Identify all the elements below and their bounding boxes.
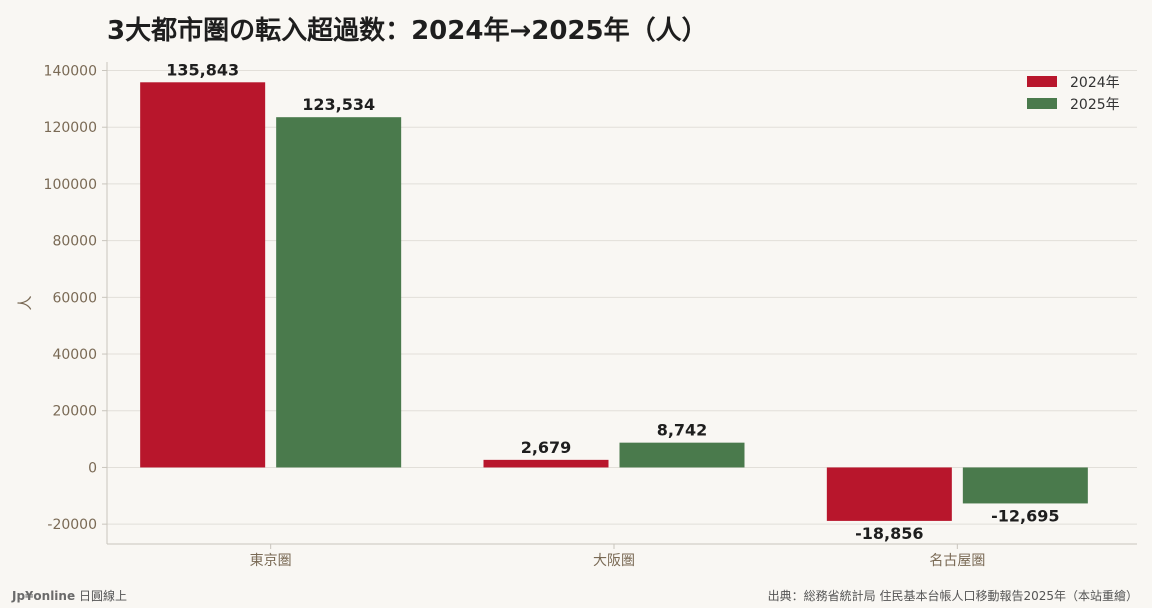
x-tick-label: 大阪圏 [593,553,635,569]
y-tick-label: -20000 [47,517,97,533]
bar-chart: -20000 0 20000 40000 60000 80000 100000 120000 1… [16,60,1137,569]
bar-2025-2 [962,467,1088,504]
y-axis-label: 人 [16,295,34,310]
brand-suffix: 日圓線上 [78,589,127,603]
data-label: 8,742 [657,421,708,440]
y-tick-label: 100000 [44,177,97,193]
bar-2025-0 [276,117,402,468]
x-tick-label: 東京圏 [250,553,292,569]
legend-label: 2025年 [1070,97,1120,113]
legend-label: 2024年 [1070,75,1120,91]
data-label: -12,695 [991,506,1059,525]
brand-name: Jp¥online [12,589,76,603]
bar-2024-0 [140,82,266,468]
y-tick-label: 0 [88,460,97,476]
data-label: -18,856 [855,524,923,543]
data-label: 135,843 [166,60,239,79]
source-note: 出典：総務省統計局 住民基本台帳人口移動報告2025年（本站重繪） [767,589,1138,603]
y-tick-label: 80000 [52,234,97,250]
y-tick-label: 120000 [44,120,97,136]
y-tick-label: 40000 [52,347,97,363]
chart-title: 3大都市圏の転入超過数：2024年→2025年（人） [107,16,708,46]
y-tick-label: 60000 [52,290,97,306]
data-label: 123,534 [302,95,375,114]
bar-2025-1 [619,442,745,468]
legend-swatch-2024 [1027,76,1057,87]
bar-2024-2 [826,467,952,521]
footer-brand: Jp¥online 日圓線上 [12,587,127,604]
y-tick-label: 140000 [44,64,97,80]
x-tick-label: 名古屋圏 [929,553,985,569]
y-tick-label: 20000 [52,404,97,420]
data-label: 2,679 [521,438,572,457]
bar-2024-1 [483,459,609,468]
legend-swatch-2025 [1027,98,1057,109]
